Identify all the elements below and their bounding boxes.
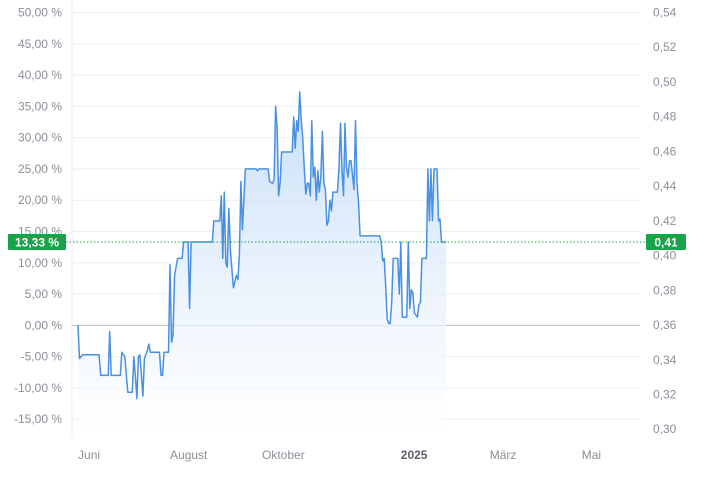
right-tick-label: 0,48	[653, 110, 677, 124]
right-tick-label: 0,34	[653, 353, 677, 367]
left-tick-label: -5,00 %	[21, 350, 63, 364]
series-line-group	[77, 91, 446, 400]
left-tick-label: -15,00 %	[14, 412, 62, 426]
right-tick-label: 0,30	[653, 422, 677, 436]
x-tick-label: Oktober	[262, 448, 305, 462]
left-tick-label: 40,00 %	[18, 68, 62, 82]
area-fill	[78, 92, 446, 438]
left-axis: 50,00 % 45,00 % 40,00 % 35,00 % 30,00 % 25,00…	[14, 6, 62, 427]
left-tick-label: 30,00 %	[18, 131, 62, 145]
left-tick-label: 45,00 %	[18, 37, 62, 51]
right-tick-label: 0,50	[653, 75, 677, 89]
right-axis: 0,54 0,52 0,50 0,48 0,46 0,44 0,42 0,40 0,38 0,36…	[653, 6, 677, 437]
right-tick-label: 0,54	[653, 6, 677, 20]
x-tick-label: Juni	[78, 448, 100, 462]
right-tick-label: 0,42	[653, 214, 677, 228]
left-tick-label: 5,00 %	[25, 287, 63, 301]
left-tick-label: 10,00 %	[18, 256, 62, 270]
series-line	[77, 91, 446, 400]
right-tick-label: 0,46	[653, 144, 677, 158]
right-tick-label: 0,38	[653, 283, 677, 297]
left-tick-label: 50,00 %	[18, 6, 62, 20]
right-tick-label: 0,40	[653, 249, 677, 263]
series-area	[78, 92, 446, 438]
left-tick-label: 35,00 %	[18, 99, 62, 113]
left-tick-label: -10,00 %	[14, 381, 62, 395]
x-tick-label: 2025	[401, 448, 428, 462]
x-tick-label: Mai	[582, 448, 601, 462]
current-value-marker: 13,33 % 0,41	[8, 233, 686, 250]
left-tick-label: 0,00 %	[25, 318, 63, 332]
right-tick-label: 0,32	[653, 388, 677, 402]
right-tick-label: 0,36	[653, 318, 677, 332]
left-tick-label: 25,00 %	[18, 162, 62, 176]
x-axis: Juni August Oktober 2025 März Mai	[78, 448, 601, 462]
left-tick-label: 20,00 %	[18, 193, 62, 207]
x-tick-label: August	[170, 448, 208, 462]
right-tick-label: 0,52	[653, 40, 677, 54]
current-percent-badge	[8, 233, 66, 250]
current-price-label: 0,41	[654, 235, 678, 249]
x-tick-label: März	[490, 448, 517, 462]
current-percent-label: 13,33 %	[15, 235, 59, 249]
current-price-badge	[646, 233, 686, 250]
right-tick-label: 0,44	[653, 179, 677, 193]
